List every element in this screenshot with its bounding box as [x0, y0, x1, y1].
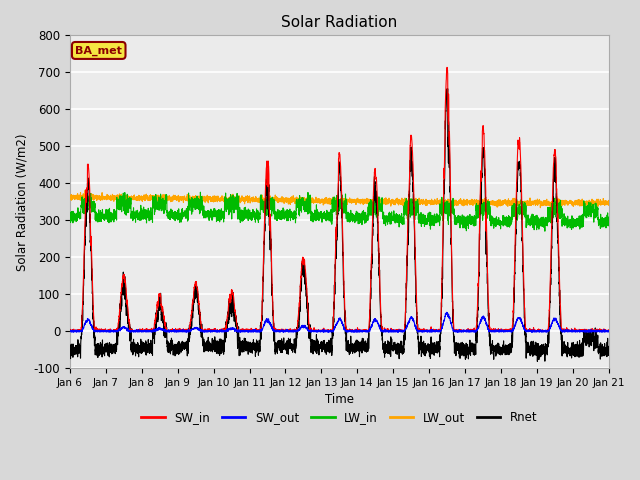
Y-axis label: Solar Radiation (W/m2): Solar Radiation (W/m2): [15, 133, 28, 271]
Text: BA_met: BA_met: [76, 45, 122, 56]
Title: Solar Radiation: Solar Radiation: [281, 15, 397, 30]
Legend: SW_in, SW_out, LW_in, LW_out, Rnet: SW_in, SW_out, LW_in, LW_out, Rnet: [136, 407, 542, 429]
X-axis label: Time: Time: [325, 394, 354, 407]
